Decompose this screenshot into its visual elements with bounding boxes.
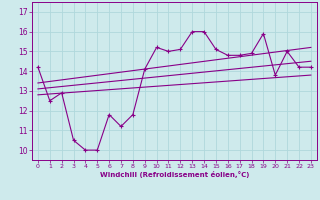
X-axis label: Windchill (Refroidissement éolien,°C): Windchill (Refroidissement éolien,°C) [100, 171, 249, 178]
